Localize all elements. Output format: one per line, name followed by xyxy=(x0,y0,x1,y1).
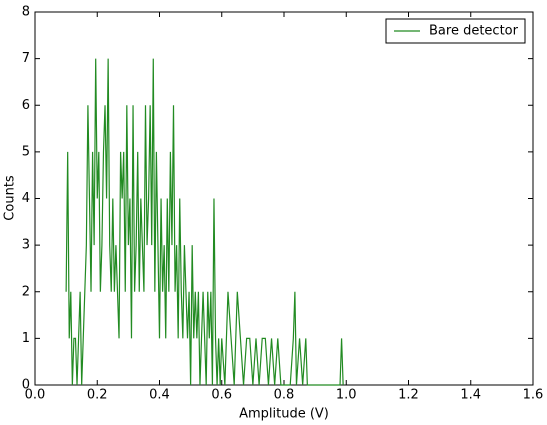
y-tick-label: 6 xyxy=(22,98,30,113)
legend-label: Bare detector xyxy=(429,24,519,39)
data-line xyxy=(65,58,344,386)
x-tick-label: 1.2 xyxy=(398,388,419,403)
y-tick-label: 7 xyxy=(22,51,30,66)
x-tick-label: 1.0 xyxy=(336,388,357,403)
x-tick-label: 0.4 xyxy=(149,388,170,403)
x-tick-label: 0.6 xyxy=(211,388,232,403)
x-tick-label: 1.4 xyxy=(460,388,481,403)
y-tick-label: 1 xyxy=(22,331,30,346)
y-tick-label: 5 xyxy=(22,144,30,159)
y-tick-label: 8 xyxy=(22,5,30,20)
x-axis-label: Amplitude (V) xyxy=(239,407,329,422)
x-tick-label: 0.0 xyxy=(25,388,46,403)
y-tick-label: 0 xyxy=(22,378,30,393)
x-tick-label: 0.8 xyxy=(274,388,295,403)
x-tick-label: 0.2 xyxy=(87,388,108,403)
y-tick-label: 4 xyxy=(22,191,30,206)
y-tick-label: 2 xyxy=(22,284,30,299)
y-tick-label: 3 xyxy=(22,238,30,253)
y-axis-label: Counts xyxy=(3,175,18,221)
x-tick-label: 1.6 xyxy=(523,388,544,403)
